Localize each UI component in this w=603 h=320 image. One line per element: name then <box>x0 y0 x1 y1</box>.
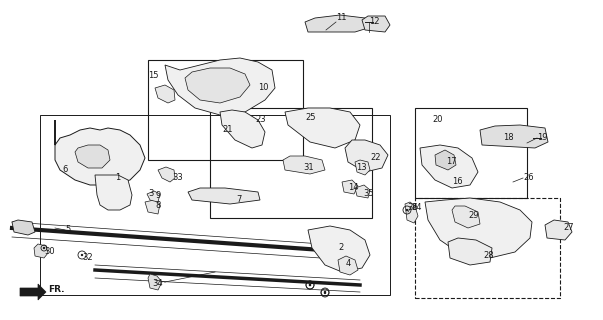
Text: 5: 5 <box>65 226 71 235</box>
Text: 29: 29 <box>468 211 479 220</box>
Text: 32: 32 <box>82 252 93 261</box>
Polygon shape <box>148 274 162 290</box>
Text: 7: 7 <box>236 196 241 204</box>
Text: 1: 1 <box>115 173 120 182</box>
Polygon shape <box>145 200 160 214</box>
Polygon shape <box>425 198 532 258</box>
Polygon shape <box>20 284 46 300</box>
Text: 12: 12 <box>369 18 379 27</box>
Text: 24: 24 <box>411 203 421 212</box>
Polygon shape <box>34 244 48 258</box>
Circle shape <box>406 209 408 211</box>
Text: 26: 26 <box>523 173 534 182</box>
Polygon shape <box>435 150 456 170</box>
Polygon shape <box>452 206 480 228</box>
Text: 4: 4 <box>346 259 352 268</box>
Polygon shape <box>55 120 145 185</box>
Circle shape <box>43 247 45 249</box>
Polygon shape <box>147 191 160 202</box>
Polygon shape <box>165 58 275 115</box>
Circle shape <box>309 284 311 286</box>
Polygon shape <box>545 220 572 240</box>
Polygon shape <box>345 140 388 172</box>
Polygon shape <box>75 145 110 168</box>
Circle shape <box>324 292 326 294</box>
Polygon shape <box>95 175 132 210</box>
Text: 30: 30 <box>44 247 55 257</box>
Polygon shape <box>308 226 370 272</box>
Bar <box>148 60 303 160</box>
Text: 35: 35 <box>363 188 374 197</box>
Text: 14: 14 <box>348 183 359 193</box>
Polygon shape <box>12 220 35 235</box>
Polygon shape <box>338 256 358 275</box>
Text: 36: 36 <box>407 203 418 212</box>
Polygon shape <box>420 145 478 188</box>
Text: 8: 8 <box>155 201 160 210</box>
Polygon shape <box>480 125 548 148</box>
Text: 11: 11 <box>336 13 347 22</box>
Text: 9: 9 <box>155 190 160 199</box>
Polygon shape <box>405 202 418 223</box>
Bar <box>415 108 527 198</box>
Text: 6: 6 <box>62 165 68 174</box>
Polygon shape <box>188 188 260 204</box>
Text: 33: 33 <box>172 173 183 182</box>
Text: 16: 16 <box>452 178 463 187</box>
Text: 10: 10 <box>258 84 268 92</box>
Text: 31: 31 <box>303 164 314 172</box>
Text: 13: 13 <box>356 164 367 172</box>
Polygon shape <box>355 160 370 175</box>
Polygon shape <box>158 167 175 182</box>
Circle shape <box>324 291 326 293</box>
Text: 15: 15 <box>148 70 159 79</box>
Text: 19: 19 <box>537 133 548 142</box>
Text: 28: 28 <box>483 251 494 260</box>
Text: 3: 3 <box>148 188 153 197</box>
Text: 23: 23 <box>255 116 266 124</box>
Polygon shape <box>448 238 492 265</box>
Text: FR.: FR. <box>48 285 65 294</box>
Polygon shape <box>355 185 370 198</box>
Polygon shape <box>342 180 358 194</box>
Bar <box>210 108 372 218</box>
Bar <box>40 115 390 295</box>
Text: 22: 22 <box>370 154 380 163</box>
Text: 17: 17 <box>446 157 456 166</box>
Circle shape <box>309 284 311 286</box>
Polygon shape <box>155 85 175 103</box>
Text: 21: 21 <box>222 125 233 134</box>
Text: 18: 18 <box>503 133 514 142</box>
Text: 27: 27 <box>563 223 573 233</box>
Text: 34: 34 <box>152 278 163 287</box>
Polygon shape <box>220 110 265 148</box>
Polygon shape <box>285 108 360 148</box>
Bar <box>415 198 560 298</box>
Polygon shape <box>305 15 368 32</box>
Text: 2: 2 <box>338 244 343 252</box>
Polygon shape <box>185 68 250 103</box>
Polygon shape <box>283 156 325 174</box>
Polygon shape <box>362 16 390 32</box>
Text: 25: 25 <box>305 114 315 123</box>
Circle shape <box>81 254 83 256</box>
Text: 20: 20 <box>432 116 443 124</box>
